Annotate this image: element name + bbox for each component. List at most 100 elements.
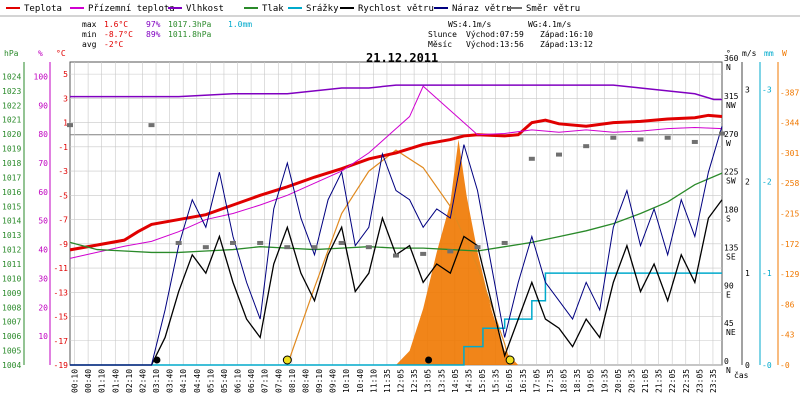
x-tick-label: 10:10 (342, 369, 351, 393)
solar-unit: W (782, 49, 787, 58)
pressure-tick: 1015 (2, 202, 21, 211)
x-tick-label: 09:10 (315, 369, 324, 393)
series-line-přízemní-teplota (69, 85, 723, 259)
humidity-tick: 40 (38, 246, 48, 255)
humidity-tick: 30 (38, 274, 48, 283)
humidity-tick: 10 (38, 332, 48, 341)
solar-tick: -215 (780, 210, 799, 219)
stats-temp: -8.7°C (104, 30, 133, 39)
legend-label: Teplota (24, 4, 62, 14)
series-line-teplota (69, 113, 723, 252)
wind-direction-point (637, 137, 644, 142)
humidity-tick: 50 (38, 217, 48, 226)
sun-label: Slunce (428, 30, 457, 39)
x-tick-label: 06:40 (247, 369, 256, 393)
pressure-tick: 1020 (2, 130, 21, 139)
wind-direction-point (610, 135, 617, 140)
wind-speed-info: WS:4.1m/s (448, 20, 492, 29)
x-tick-label: 17:35 (546, 369, 555, 393)
x-tick-label: 20:35 (627, 369, 636, 393)
wind-unit: m/s (742, 49, 757, 58)
wind-direction-point (338, 240, 345, 245)
pressure-tick: 1019 (2, 145, 21, 154)
wind-direction-point (447, 249, 454, 254)
stats-temp: -2°C (104, 40, 123, 49)
pressure-tick: 1012 (2, 246, 21, 255)
stats-humidity: 97% (146, 20, 161, 29)
direction-unit: ° (726, 49, 731, 58)
wind-direction-point (284, 245, 291, 250)
solar-tick: -172 (780, 240, 799, 249)
wind-direction-point (311, 245, 318, 250)
wind-tick: 0 (745, 361, 750, 370)
x-tick-label: 22:35 (682, 369, 691, 393)
x-tick-label: 05:40 (220, 369, 229, 393)
wind-direction-point (474, 245, 481, 250)
x-tick-label: 21:35 (655, 369, 664, 393)
wind-direction-point (719, 131, 725, 136)
x-tick-label: 16:05 (505, 369, 514, 393)
plot-frame (69, 61, 723, 366)
x-tick-label: 13:35 (437, 369, 446, 393)
stats-label: avg (82, 40, 97, 49)
x-tick-label: 12:05 (397, 369, 406, 393)
x-tick-label: 07:10 (261, 369, 270, 393)
temperature-tick: -1 (58, 143, 68, 152)
solar-tick: -301 (780, 149, 799, 158)
wind-gust-info: WG:4.1m/s (528, 20, 572, 29)
wind-direction-point (583, 144, 590, 149)
direction-tick: 135 (724, 243, 739, 252)
solar-tick: -43 (780, 331, 795, 340)
x-tick-label: 21:05 (641, 369, 650, 393)
moonrise-info: Východ:13:56 (466, 40, 524, 49)
pressure-tick: 1007 (2, 318, 21, 327)
wind-direction-point (67, 123, 73, 128)
wind-direction-point (230, 240, 236, 245)
solar-tick: -86 (780, 300, 795, 309)
pressure-tick: 1011 (2, 260, 21, 269)
x-tick-label: 00:40 (84, 369, 93, 393)
x-tick-label: 04:40 (193, 369, 202, 393)
wind-direction-point (501, 240, 508, 245)
direction-tick: 90 (724, 281, 734, 290)
temperature-tick: -17 (54, 337, 69, 346)
series-line-tlak (69, 172, 723, 254)
direction-tick-label: SE (726, 252, 736, 261)
stats-humidity: 89% (146, 30, 161, 39)
stats-label: min (82, 30, 97, 39)
x-tick-label: 13:05 (424, 369, 433, 393)
rain-tick: -1 (762, 269, 772, 278)
temperature-tick: -13 (54, 288, 69, 297)
humidity-tick: 90 (38, 101, 48, 110)
stats-pressure: 1017.3hPa (168, 20, 212, 29)
solar-tick: -387 (780, 88, 799, 97)
temperature-unit: °C (56, 49, 66, 58)
direction-tick-label: SW (726, 177, 736, 186)
direction-tick: 315 (724, 92, 739, 101)
rain-tick: -0 (762, 361, 772, 370)
humidity-tick: 100 (34, 72, 49, 81)
rain-unit: mm (764, 49, 774, 58)
x-tick-label: 18:05 (560, 369, 569, 393)
pressure-tick: 1008 (2, 303, 21, 312)
x-tick-label: 19:05 (587, 369, 596, 393)
stats-pressure: 1011.8hPa (168, 30, 212, 39)
direction-tick: 360 (724, 54, 739, 63)
series-line-rychlost-větru (70, 199, 723, 366)
moon-marker (153, 356, 161, 364)
direction-tick-label: NE (726, 328, 736, 337)
solar-tick: -258 (780, 179, 799, 188)
x-tick-label: 03:10 (152, 369, 161, 393)
temperature-tick: -15 (54, 313, 69, 322)
pressure-tick: 1013 (2, 231, 21, 240)
legend-label: Tlak (262, 4, 284, 14)
wind-direction-point (257, 240, 264, 245)
humidity-tick: 60 (38, 188, 48, 197)
pressure-tick: 1010 (2, 274, 21, 283)
x-tick-label: 03:40 (166, 369, 175, 393)
legend-label: Přízemní teplota (88, 4, 175, 14)
pressure-tick: 1014 (2, 217, 21, 226)
wind-tick: 1 (745, 269, 750, 278)
x-axis-label: čas (734, 370, 749, 380)
